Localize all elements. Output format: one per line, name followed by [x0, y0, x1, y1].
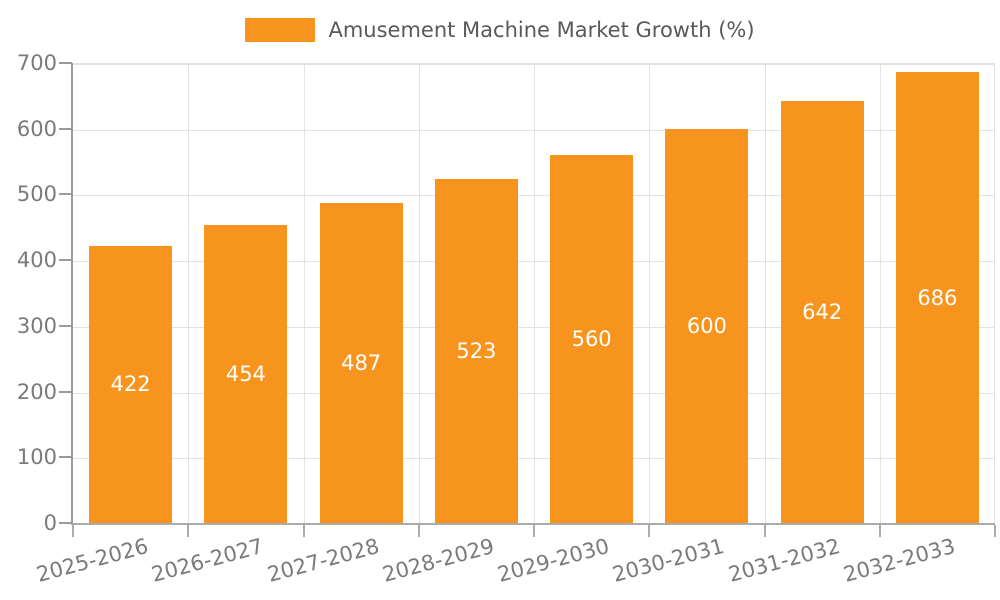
y-tick-label: 500 — [16, 182, 57, 207]
y-tick-label: 600 — [16, 116, 57, 141]
y-tick-label: 100 — [16, 445, 57, 470]
bar: 523 — [434, 179, 518, 523]
x-tick-label: 2025-2026 — [34, 534, 151, 587]
x-tick-mark — [763, 525, 766, 537]
y-tick-label: 700 — [16, 51, 57, 75]
v-gridline — [418, 64, 420, 523]
h-gridline — [73, 129, 994, 131]
y-tick-label: 200 — [16, 379, 57, 404]
bar: 560 — [550, 155, 634, 523]
bar-value-label: 487 — [341, 350, 382, 375]
y-tick-mark — [59, 259, 72, 262]
bar: 422 — [89, 245, 173, 523]
x-tick-mark — [302, 525, 305, 537]
x-tick-label: 2031-2032 — [725, 534, 843, 587]
x-tick-mark — [648, 525, 651, 537]
bar: 686 — [895, 72, 979, 523]
legend: Amusement Machine Market Growth (%) — [0, 18, 1000, 42]
x-tick-mark — [994, 525, 996, 537]
x-tick-mark — [187, 525, 190, 537]
x-tick-mark — [878, 525, 881, 537]
bar-value-label: 600 — [686, 313, 727, 338]
x-tick-label: 2032-2033 — [840, 534, 958, 587]
bar-value-label: 560 — [571, 327, 612, 351]
x-tick-label: 2027-2028 — [264, 534, 382, 587]
y-tick-label: 400 — [16, 248, 57, 273]
bar: 487 — [319, 202, 403, 523]
y-tick-mark — [59, 390, 72, 393]
x-axis-line — [71, 523, 995, 525]
x-tick-label: 2029-2030 — [495, 534, 612, 587]
h-gridline — [73, 392, 994, 394]
y-tick-mark — [59, 324, 72, 327]
h-gridline — [73, 261, 994, 263]
bar: 642 — [780, 101, 864, 523]
y-tick-label: 300 — [16, 313, 57, 338]
x-tick-label: 2028-2029 — [379, 534, 497, 587]
h-gridline — [73, 326, 994, 328]
y-tick-mark — [59, 62, 72, 64]
bar-value-label: 523 — [456, 339, 497, 364]
bar-value-label: 454 — [225, 361, 266, 386]
x-tick-mark — [533, 525, 535, 537]
x-tick-label: 2026-2027 — [149, 534, 267, 587]
v-gridline — [188, 64, 190, 523]
bar-value-label: 686 — [917, 285, 958, 310]
legend-label: Amusement Machine Market Growth (%) — [328, 18, 755, 42]
bar: 600 — [665, 128, 749, 523]
y-tick-mark — [59, 127, 72, 130]
v-gridline — [303, 64, 305, 523]
y-tick-mark — [59, 522, 72, 524]
y-tick-mark — [59, 456, 72, 459]
y-axis-line — [71, 63, 73, 525]
y-tick-label: 0 — [43, 511, 57, 535]
v-gridline — [879, 64, 881, 523]
x-tick-label: 2030-2031 — [610, 534, 728, 587]
bar-value-label: 422 — [110, 372, 151, 397]
v-gridline — [764, 64, 766, 523]
h-gridline — [73, 458, 994, 460]
v-gridline — [649, 64, 651, 523]
v-gridline — [534, 64, 535, 523]
plot-area: 422 454 487 523 560 600 642 686 — [73, 63, 995, 523]
y-tick-mark — [59, 193, 72, 196]
h-gridline — [73, 195, 994, 197]
h-gridline — [73, 64, 994, 65]
bar: 454 — [204, 224, 288, 523]
bar-value-label: 642 — [802, 300, 843, 325]
x-tick-mark — [417, 525, 420, 537]
legend-swatch — [245, 18, 316, 42]
x-tick-mark — [72, 525, 74, 537]
